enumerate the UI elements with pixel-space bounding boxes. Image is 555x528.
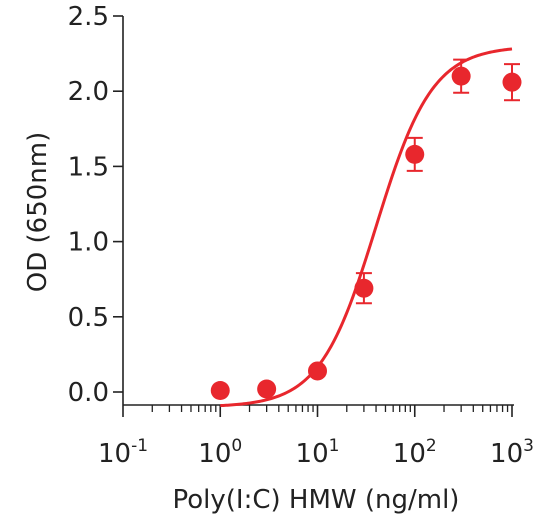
error-bars — [355, 58, 520, 305]
x-tick-base-3: 10 — [393, 439, 426, 469]
x-ticks: 10-1 100 101 102 103 — [98, 405, 534, 469]
x-tick-label-0: 10-1 — [98, 436, 148, 469]
y-tick-label-1: 0.5 — [68, 303, 109, 333]
x-tick-exponent-0: -1 — [131, 436, 148, 456]
data-point-5 — [451, 66, 471, 86]
data-point-4 — [405, 144, 425, 164]
data-point-2 — [308, 361, 327, 381]
x-tick-label-3: 102 — [393, 436, 437, 469]
data-point-6 — [502, 72, 522, 92]
fit-curve-group — [220, 47, 513, 408]
x-tick-exponent-3: 2 — [426, 436, 437, 456]
y-tick-label-2: 1.0 — [68, 228, 109, 258]
x-tick-exponent-1: 0 — [231, 436, 242, 456]
data-point-3 — [354, 278, 374, 298]
x-tick-base-4: 10 — [490, 439, 523, 469]
x-tick-exponent-2: 1 — [329, 436, 340, 456]
y-tick-label-5: 2.5 — [68, 2, 109, 32]
x-axis-label: Poly(I:C) HMW (ng/ml) — [173, 485, 460, 515]
data-point-0 — [210, 380, 230, 400]
y-axis-label: OD (650nm) — [23, 132, 53, 292]
fit-curve — [220, 47, 513, 408]
y-ticks: 0.0 0.5 1.0 1.5 2.0 2.5 — [68, 2, 123, 408]
axes — [122, 16, 514, 406]
data-points — [210, 66, 522, 400]
y-tick-label-3: 1.5 — [68, 152, 109, 182]
x-tick-base-0: 10 — [98, 439, 131, 469]
x-tick-label-1: 100 — [198, 436, 242, 469]
x-tick-base-1: 10 — [198, 439, 231, 469]
x-tick-label-2: 101 — [296, 436, 340, 469]
x-tick-label-4: 103 — [490, 436, 534, 469]
x-tick-base-2: 10 — [296, 439, 329, 469]
data-point-1 — [257, 379, 277, 399]
x-tick-exponent-4: 3 — [523, 436, 534, 456]
y-tick-label-0: 0.0 — [68, 378, 109, 408]
y-tick-label-4: 2.0 — [68, 77, 109, 107]
